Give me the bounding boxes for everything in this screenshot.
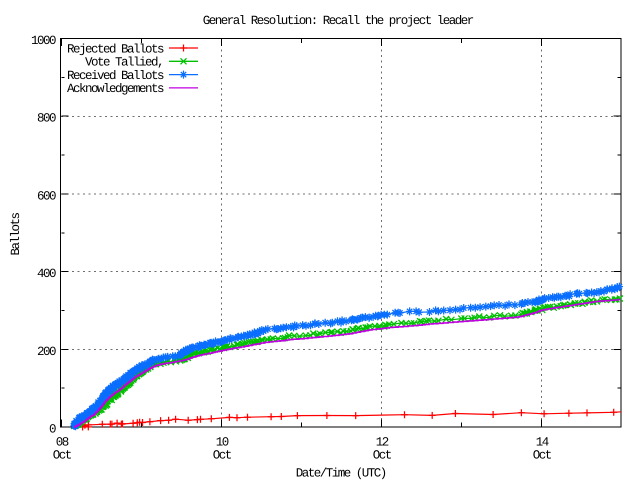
- svg-text:General Resolution: Recall the: General Resolution: Recall the project l…: [203, 14, 474, 28]
- svg-text:10: 10: [216, 436, 229, 450]
- svg-text:Ballots: Ballots: [9, 213, 23, 256]
- svg-text:08: 08: [56, 436, 69, 450]
- svg-text:14: 14: [536, 436, 549, 450]
- svg-text:Oct: Oct: [373, 449, 392, 463]
- svg-text:800: 800: [37, 112, 56, 126]
- svg-text:0: 0: [49, 423, 56, 437]
- svg-text:Date/Time (UTC): Date/Time (UTC): [296, 467, 386, 480]
- svg-text:200: 200: [37, 345, 56, 359]
- svg-text:Vote Tallied,: Vote Tallied,: [85, 56, 163, 70]
- svg-text:Oct: Oct: [213, 449, 232, 463]
- svg-text:600: 600: [37, 189, 56, 203]
- svg-text:12: 12: [376, 436, 389, 450]
- svg-text:Received Ballots: Received Ballots: [67, 69, 164, 83]
- svg-text:Oct: Oct: [533, 449, 552, 463]
- svg-text:Acknowledgements: Acknowledgements: [67, 82, 164, 96]
- svg-text:400: 400: [37, 267, 56, 281]
- svg-text:Oct: Oct: [53, 449, 72, 463]
- svg-text:1000: 1000: [31, 34, 56, 48]
- svg-text:Rejected Ballots: Rejected Ballots: [67, 42, 164, 56]
